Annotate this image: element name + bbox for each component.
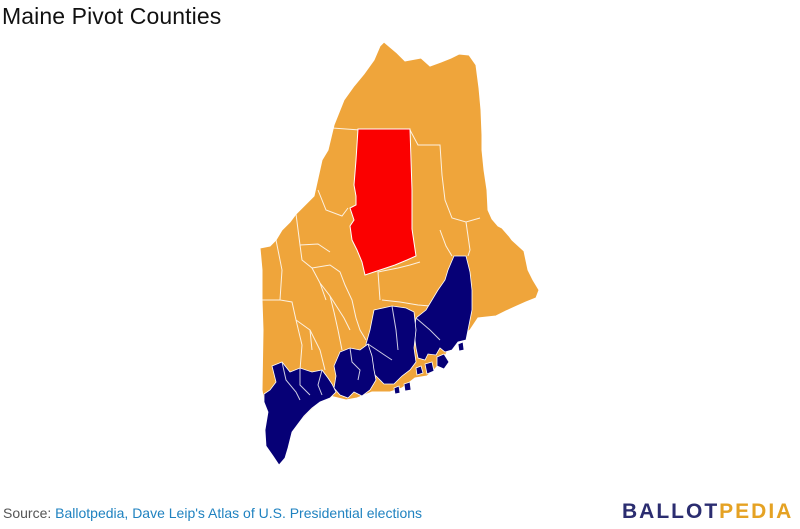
source-footer: Source: Ballotpedia, Dave Leip's Atlas o… [3, 505, 422, 521]
navy-counties [263, 255, 473, 466]
logo-ballot: BALLOT [622, 500, 720, 523]
page-title: Maine Pivot Counties [2, 3, 222, 29]
county-red [349, 128, 417, 276]
ballotpedia-logo[interactable]: BALLOTPEDIA [622, 500, 793, 524]
navy-county-borders [281, 305, 441, 401]
source-link[interactable]: Ballotpedia, Dave Leip's Atlas of U.S. P… [55, 505, 423, 521]
source-label: Source: [3, 505, 52, 521]
county-borders [262, 127, 481, 371]
logo-pedia: PEDIA [719, 500, 794, 523]
